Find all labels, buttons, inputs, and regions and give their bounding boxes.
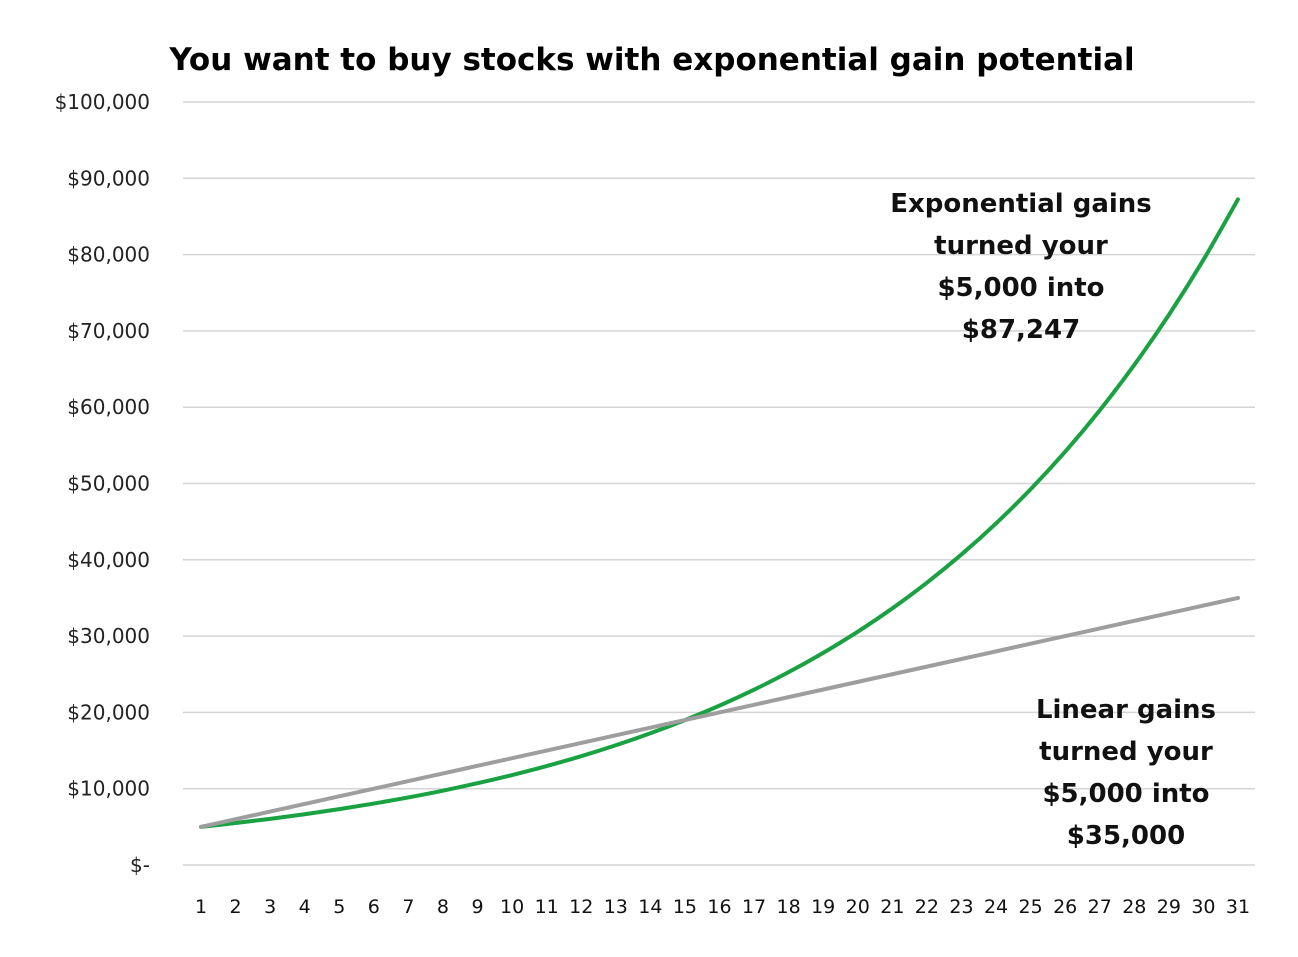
chart-title: You want to buy stocks with exponential …	[168, 42, 1134, 78]
x-tick-label: 22	[915, 896, 939, 918]
x-tick-label: 14	[638, 896, 662, 918]
exponential-annotation-line: $5,000 into	[937, 273, 1104, 303]
linear-series-line	[199, 595, 1240, 829]
x-tick-label: 19	[811, 896, 835, 918]
x-tick-label: 5	[333, 896, 345, 918]
x-tick-label: 18	[777, 896, 801, 918]
y-axis-tick-labels: $- $10,000 $20,000 $30,000 $40,000 $50,000 $60…	[55, 90, 150, 877]
y-tick-label: $70,000	[67, 319, 150, 343]
x-tick-label: 6	[368, 896, 380, 918]
exponential-annotation-line: Exponential gains	[890, 189, 1152, 219]
linear-annotation-line: Linear gains	[1036, 695, 1216, 725]
y-tick-label: $50,000	[67, 472, 150, 496]
y-tick-label: $20,000	[67, 700, 150, 724]
x-tick-label: 25	[1019, 896, 1043, 918]
x-tick-label: 27	[1088, 896, 1112, 918]
linear-annotation: Linear gains turned your $5,000 into $35,00…	[1036, 695, 1216, 851]
y-tick-label: $90,000	[67, 166, 150, 190]
x-tick-label: 4	[299, 896, 311, 918]
linear-annotation-line: $5,000 into	[1042, 779, 1209, 809]
x-tick-label: 29	[1157, 896, 1181, 918]
x-tick-label: 9	[471, 896, 483, 918]
exponential-annotation: Exponential gains turned your $5,000 into $…	[890, 189, 1152, 345]
x-tick-label: 30	[1191, 896, 1215, 918]
y-tick-label: $80,000	[67, 243, 150, 267]
x-tick-label: 21	[880, 896, 904, 918]
x-tick-label: 16	[707, 896, 731, 918]
exponential-annotation-line: turned your	[934, 231, 1108, 261]
x-tick-label: 7	[402, 896, 414, 918]
x-axis-tick-labels: 1 2 3 4 5 6 7 8 9 10 11 12 13 14 15 16 17 18 19 20 21 22 23 24 2…	[195, 896, 1250, 918]
x-tick-label: 24	[984, 896, 1008, 918]
annotations: Exponential gains turned your $5,000 into $…	[890, 189, 1216, 851]
x-tick-label: 3	[264, 896, 276, 918]
x-tick-label: 8	[437, 896, 449, 918]
y-tick-label: $-	[130, 853, 150, 877]
x-tick-label: 15	[673, 896, 697, 918]
exponential-series-line	[199, 197, 1240, 829]
x-tick-label: 2	[230, 896, 242, 918]
x-tick-label: 31	[1226, 896, 1250, 918]
x-tick-label: 26	[1053, 896, 1077, 918]
x-tick-label: 20	[846, 896, 870, 918]
y-tick-label: $100,000	[55, 90, 150, 114]
x-tick-label: 10	[500, 896, 524, 918]
linear-annotation-line: turned your	[1039, 737, 1213, 767]
x-tick-label: 11	[535, 896, 559, 918]
x-tick-label: 12	[569, 896, 593, 918]
y-tick-label: $60,000	[67, 395, 150, 419]
x-tick-label: 28	[1122, 896, 1146, 918]
x-tick-label: 1	[195, 896, 207, 918]
y-tick-label: $40,000	[67, 548, 150, 572]
gridlines	[183, 101, 1255, 866]
x-tick-label: 13	[604, 896, 628, 918]
y-tick-label: $10,000	[67, 777, 150, 801]
series-lines	[199, 197, 1240, 829]
exponential-annotation-line: $87,247	[962, 315, 1080, 345]
x-tick-label: 17	[742, 896, 766, 918]
x-tick-label: 23	[949, 896, 973, 918]
linear-annotation-line: $35,000	[1067, 821, 1185, 851]
y-tick-label: $30,000	[67, 624, 150, 648]
